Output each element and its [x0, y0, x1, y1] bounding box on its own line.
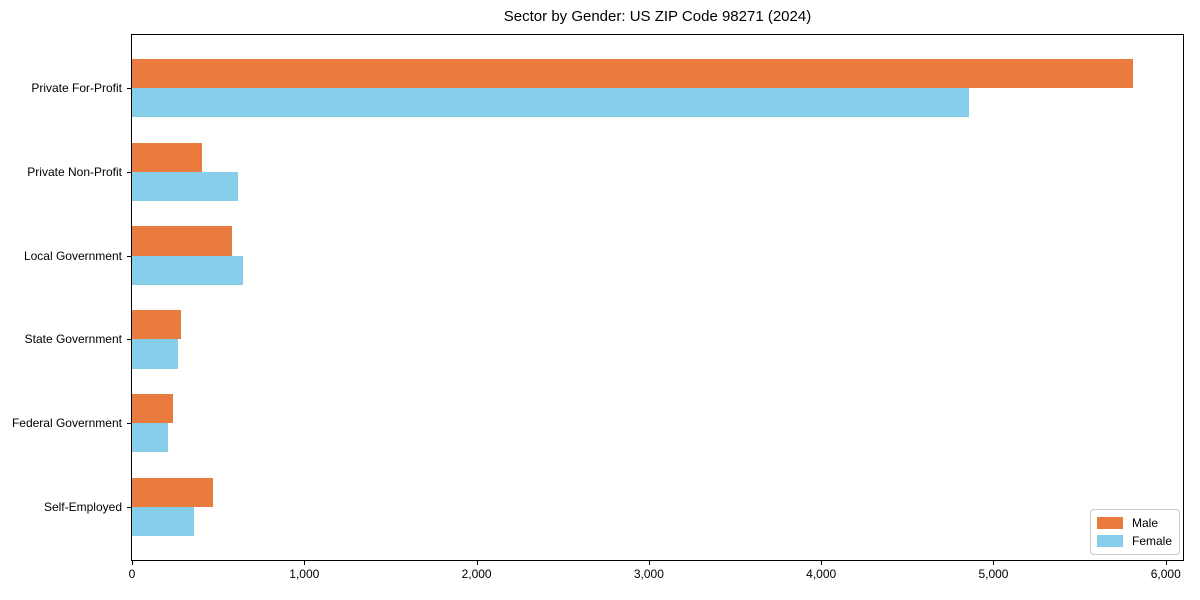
bar-female-state-government: [132, 339, 178, 369]
x-tick-label: 5,000: [978, 567, 1009, 581]
chart-title: Sector by Gender: US ZIP Code 98271 (202…: [503, 8, 812, 25]
y-tick-label: Local Government: [23, 248, 122, 263]
bar-male-private-non-profit: [132, 142, 202, 172]
bar-male-private-for-profit: [132, 58, 1134, 89]
bar-male-state-government: [132, 310, 182, 340]
y-tick-label: State Government: [24, 332, 122, 347]
x-tick: [304, 561, 306, 565]
x-tick: [648, 561, 650, 565]
y-tick: [127, 171, 131, 173]
x-tick: [132, 561, 133, 565]
legend-swatch-male: [1097, 517, 1123, 529]
x-tick-label: 4,000: [806, 567, 837, 581]
legend-item-male: Male: [1097, 515, 1173, 530]
bar-male-federal-government: [132, 393, 174, 424]
y-tick: [127, 506, 131, 508]
legend-swatch-female: [1097, 535, 1123, 547]
bar-female-federal-government: [132, 423, 169, 453]
x-tick: [821, 561, 823, 565]
y-tick-label: Self-Employed: [43, 499, 122, 514]
x-tick: [993, 561, 995, 565]
x-tick-label: 1,000: [289, 567, 320, 581]
legend-label: Female: [1132, 533, 1173, 548]
bar-female-private-non-profit: [132, 171, 238, 202]
bar-female-local-government: [132, 255, 244, 285]
y-tick-label: Private Non-Profit: [27, 164, 122, 179]
bar-female-private-for-profit: [132, 88, 970, 118]
bar-male-local-government: [132, 226, 232, 256]
x-tick-label: 0: [128, 567, 136, 581]
y-tick-label: Federal Government: [11, 416, 122, 431]
y-tick-label: Private For-Profit: [31, 81, 122, 96]
x-tick-label: 6,000: [1150, 567, 1181, 581]
x-tick: [1165, 561, 1167, 565]
legend: Male Female: [1090, 509, 1180, 555]
plot-area: [131, 34, 1184, 561]
y-tick: [127, 255, 131, 257]
y-tick: [127, 423, 131, 425]
y-tick: [127, 339, 131, 341]
x-tick-label: 2,000: [461, 567, 492, 581]
x-tick: [476, 561, 478, 565]
bar-male-self-employed: [132, 477, 213, 507]
bar-female-self-employed: [132, 506, 195, 537]
legend-label: Male: [1132, 515, 1159, 530]
y-tick: [127, 88, 131, 90]
x-tick-label: 3,000: [633, 567, 664, 581]
legend-item-female: Female: [1097, 533, 1173, 548]
